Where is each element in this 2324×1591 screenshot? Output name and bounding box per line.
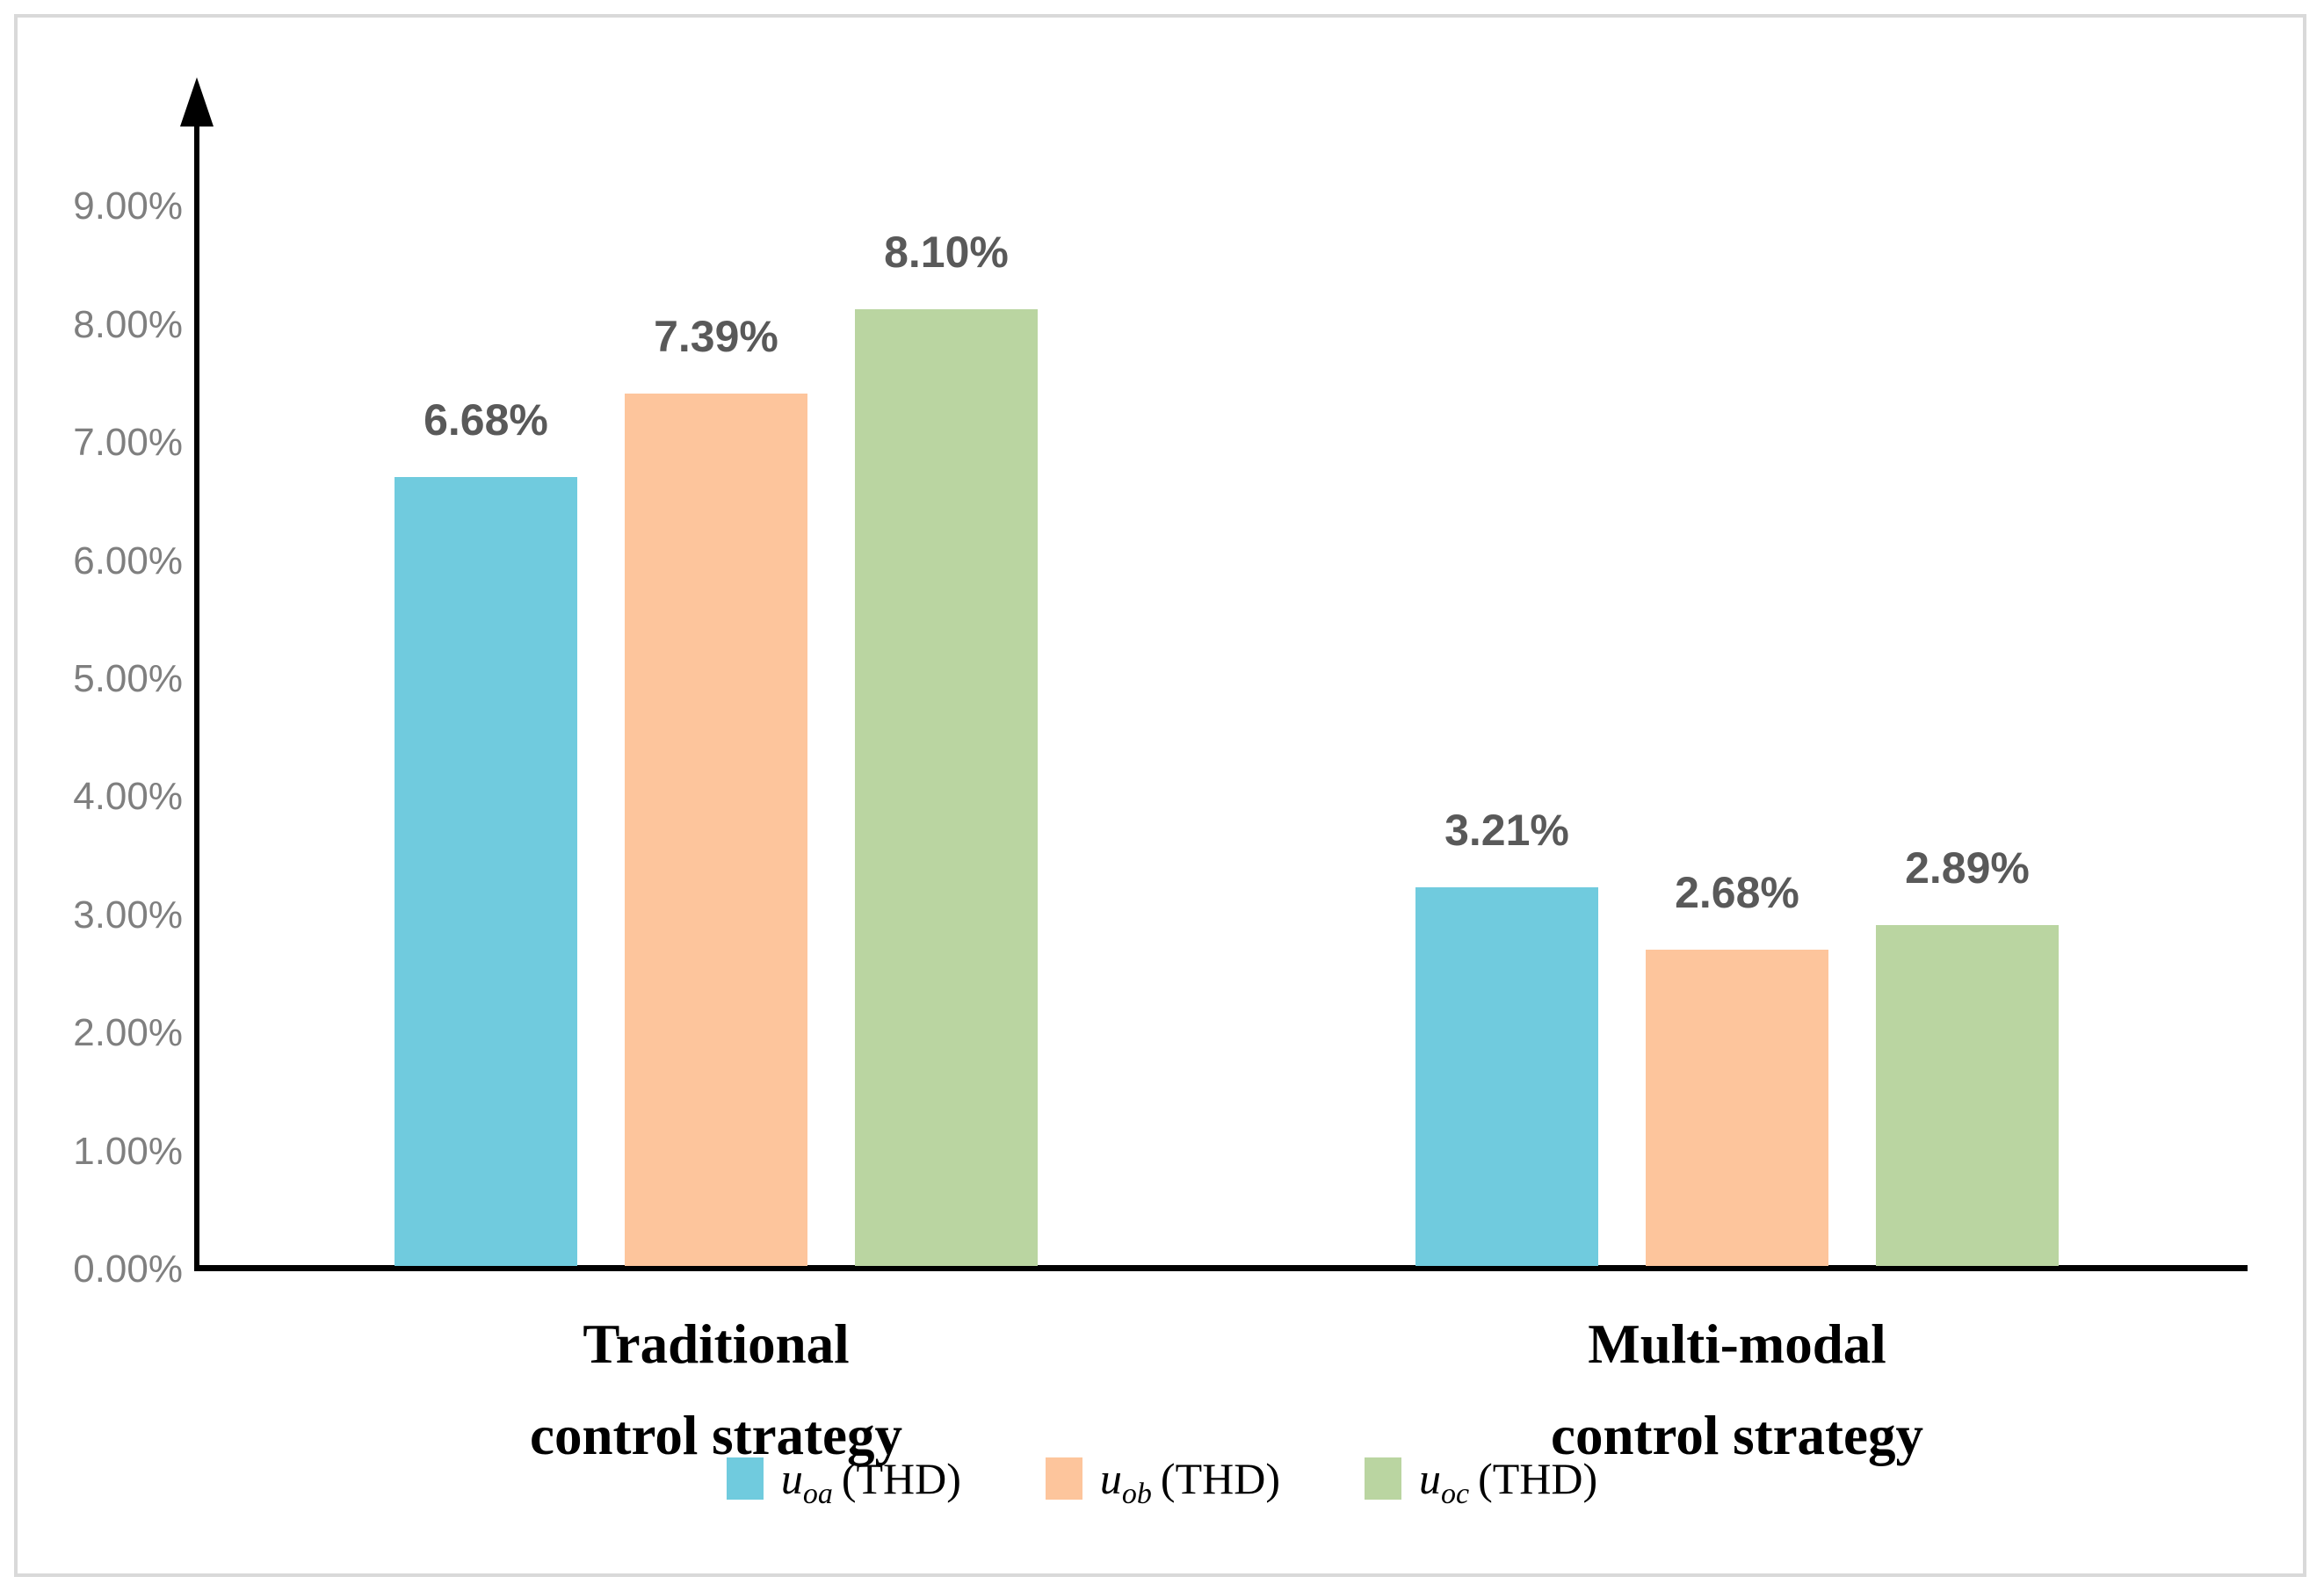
legend-variable: u xyxy=(780,1454,803,1503)
legend-swatch-icon xyxy=(1364,1457,1401,1500)
legend-variable: u xyxy=(1099,1454,1122,1503)
y-tick-label: 9.00% xyxy=(73,184,183,228)
legend: uoa (THD) uob (THD) uoc (THD) xyxy=(0,1454,2324,1509)
y-tick-label: 8.00% xyxy=(73,302,183,346)
legend-label: uoc (THD) xyxy=(1418,1454,1598,1509)
legend-entry-uoa: uoa (THD) xyxy=(726,1454,961,1509)
legend-suffix: (THD) xyxy=(1151,1454,1280,1503)
legend-swatch-icon xyxy=(726,1457,764,1500)
legend-label: uoa (THD) xyxy=(780,1454,961,1509)
data-label: 3.21% xyxy=(1444,805,1569,855)
legend-swatch-icon xyxy=(1045,1457,1082,1500)
legend-suffix: (THD) xyxy=(832,1454,961,1503)
category-label-line: control strategy xyxy=(1551,1405,1923,1466)
legend-subscript: oa xyxy=(802,1478,833,1510)
y-tick-label: 6.00% xyxy=(73,539,183,582)
y-tick-label: 2.00% xyxy=(73,1011,183,1055)
data-label: 6.68% xyxy=(424,395,548,445)
y-axis-line xyxy=(194,114,199,1271)
legend-suffix: (THD) xyxy=(1469,1454,1598,1503)
data-label: 8.10% xyxy=(884,228,1009,278)
data-label: 2.68% xyxy=(1675,867,1799,917)
bar-uob-group2 xyxy=(1646,949,1828,1266)
legend-entry-uob: uob (THD) xyxy=(1045,1454,1280,1509)
y-tick-label: 1.00% xyxy=(73,1129,183,1173)
bar-uoc-group1 xyxy=(855,309,1038,1266)
legend-subscript: oc xyxy=(1440,1478,1470,1510)
data-label: 7.39% xyxy=(654,311,778,361)
data-label: 2.89% xyxy=(1905,843,2030,893)
bar-uob-group1 xyxy=(625,393,807,1266)
legend-entry-uoc: uoc (THD) xyxy=(1364,1454,1598,1509)
category-label-2: Multi-modal control strategy xyxy=(1315,1298,2159,1481)
y-tick-label: 4.00% xyxy=(73,775,183,819)
category-label-line: Multi-modal xyxy=(1588,1313,1886,1375)
category-label-1: Traditional control strategy xyxy=(294,1298,1138,1481)
x-axis-line xyxy=(194,1265,2248,1271)
y-tick-label: 3.00% xyxy=(73,893,183,937)
y-tick-label: 5.00% xyxy=(73,657,183,700)
y-axis-arrow-icon xyxy=(180,77,214,127)
bar-uoa-group1 xyxy=(395,477,577,1266)
y-tick-label: 7.00% xyxy=(73,421,183,465)
bar-uoa-group2 xyxy=(1415,886,1598,1266)
y-tick-label: 0.00% xyxy=(73,1247,183,1291)
legend-label: uob (THD) xyxy=(1099,1454,1280,1509)
category-label-line: Traditional xyxy=(583,1313,850,1375)
legend-subscript: ob xyxy=(1121,1478,1152,1510)
category-label-line: control strategy xyxy=(530,1405,902,1466)
legend-variable: u xyxy=(1418,1454,1441,1503)
bar-uoc-group2 xyxy=(1876,924,2059,1266)
